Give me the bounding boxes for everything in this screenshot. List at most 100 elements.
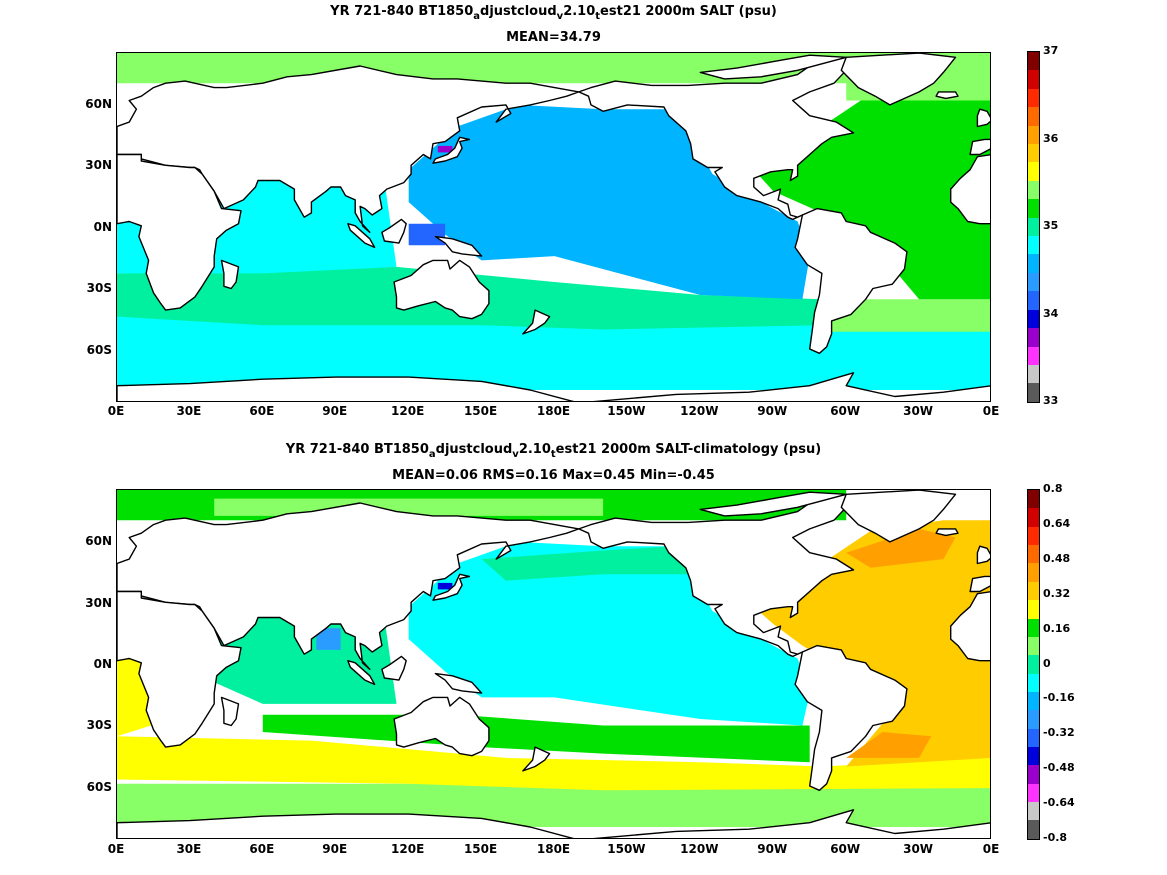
colorbar-swatch [1028, 783, 1039, 803]
colorbar-tick-label: -0.16 [1043, 691, 1075, 705]
japan-sea-region [437, 582, 453, 590]
panel2-lon-label: 90E [322, 842, 348, 856]
panel1-colorbar [1027, 51, 1040, 403]
north-pacific-band-region [481, 546, 689, 581]
panel2-lon-label: 0E [982, 842, 1000, 856]
colorbar-tick-label: 0.16 [1043, 621, 1071, 635]
panel1-lon-label: 0E [982, 404, 1000, 418]
panel2-lon-label: 90W [757, 842, 788, 856]
colorbar-swatch [1028, 691, 1039, 711]
colorbar-swatch [1028, 70, 1039, 89]
colorbar-tick-label: 0.32 [1043, 586, 1071, 600]
colorbar-tick-label: 0 [1043, 656, 1051, 670]
panel2-lon-label: 30E [176, 842, 202, 856]
land-newguinea [434, 672, 483, 694]
land-arctic_isles [699, 491, 847, 517]
colorbar-swatch [1028, 309, 1039, 329]
panel1-lon-label: 60W [830, 404, 861, 418]
land-iberia [969, 138, 990, 156]
panel2-map-canvas [117, 490, 990, 838]
land-africa [117, 153, 242, 311]
land-greenland [840, 53, 957, 106]
panel1-title: YR 721-840 BT1850adjustcloudv2.10test21 … [330, 4, 777, 22]
colorbar-swatch [1028, 747, 1039, 766]
colorbar-swatch [1028, 199, 1039, 218]
panel2-colorbar [1027, 489, 1040, 840]
panel1-lon-label: 90W [757, 404, 788, 418]
colorbar-tick-label: 0.64 [1043, 516, 1071, 530]
colorbar-swatch [1028, 272, 1039, 292]
land-iberia [969, 575, 990, 593]
pacific-ocean-region [408, 541, 810, 726]
land-newzealand [522, 746, 551, 772]
land-southamerica [794, 644, 908, 791]
panel1-lon-label: 90E [322, 404, 348, 418]
panel1-lon-label: 150W [607, 404, 646, 418]
panel1-lon-label: 30W [903, 404, 934, 418]
panel1-lon-label: 120E [391, 404, 425, 418]
colorbar-swatch [1028, 125, 1039, 145]
colorbar-swatch [1028, 802, 1039, 821]
panel2-lat-label: 60N [85, 534, 112, 548]
land-borneo [381, 655, 407, 681]
southern-yellow-band-region [117, 736, 990, 791]
colorbar-swatch [1028, 710, 1039, 729]
land-sumatra [347, 222, 376, 249]
land-madagascar [220, 259, 240, 290]
colorbar-tick-label: -0.8 [1043, 831, 1068, 844]
land-sumatra [347, 659, 376, 686]
colorbar-swatch [1028, 180, 1039, 200]
colorbar-tick-label: 33 [1043, 394, 1059, 407]
colorbar-swatch [1028, 52, 1039, 71]
land-japan [432, 573, 471, 601]
colorbar-swatch [1028, 655, 1039, 674]
colorbar-swatch [1028, 728, 1039, 748]
colorbar-tick-label: 0.8 [1043, 482, 1063, 495]
land-europe_asia [117, 502, 580, 671]
land-europe_asia [117, 65, 580, 234]
panel2-lon-label: 30W [903, 842, 934, 856]
colorbar-tick-label: 35 [1043, 219, 1059, 232]
land-antarctica [117, 809, 990, 838]
south-atlantic-hot-region [846, 732, 932, 758]
panel2-lon-label: 150E [463, 842, 498, 856]
land-africa_west [950, 154, 990, 225]
panel1-lon-label: 120W [680, 404, 719, 418]
panel1-lat-label: 0N [93, 220, 112, 234]
land-africa [117, 590, 242, 748]
colorbar-swatch [1028, 328, 1039, 347]
colorbar-swatch [1028, 765, 1039, 784]
panel1-subtitle: MEAN=34.79 [506, 30, 601, 45]
panel1-map [116, 52, 991, 402]
panel1-lon-label: 150E [463, 404, 498, 418]
panel2-lon-label: 60W [830, 842, 861, 856]
colorbar-swatch [1028, 673, 1039, 692]
colorbar-tick-label: -0.48 [1043, 761, 1075, 775]
land-australia [393, 696, 490, 757]
colorbar-swatch [1028, 508, 1039, 527]
colorbar-tick-label: -0.32 [1043, 726, 1075, 740]
land-uk [976, 108, 990, 128]
panel2-lat-label: 30S [86, 718, 112, 732]
colorbar-swatch [1028, 364, 1039, 384]
colorbar-swatch [1028, 346, 1039, 365]
colorbar-swatch [1028, 383, 1039, 402]
land-uk [976, 545, 990, 565]
colorbar-swatch [1028, 636, 1039, 656]
land-africa_west [950, 591, 990, 662]
pacific-ocean-region [408, 104, 810, 300]
indian-north-region [214, 617, 397, 704]
land-borneo [381, 218, 407, 244]
colorbar-swatch [1028, 526, 1039, 546]
southern-ocean-region [117, 310, 990, 390]
panel1-map-canvas [117, 53, 990, 401]
panel1-lat-label: 30N [85, 158, 112, 172]
atlantic-hot-region [846, 528, 956, 568]
panel2-lat-label: 30N [85, 596, 112, 610]
land-japan [432, 136, 471, 164]
colorbar-tick-label: 37 [1043, 44, 1059, 57]
panel2-title: YR 721-840 BT1850adjustcloudv2.10test21 … [285, 442, 822, 460]
colorbar-swatch [1028, 217, 1039, 237]
land-newzealand [522, 309, 551, 335]
colorbar-swatch [1028, 254, 1039, 273]
